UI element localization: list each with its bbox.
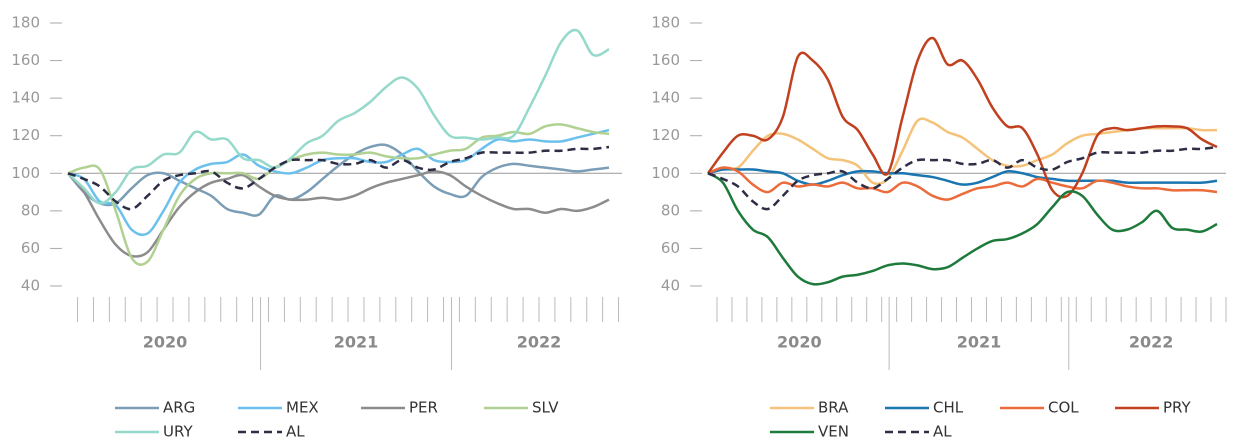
legend-label: URY (163, 423, 193, 441)
y-tick-label: 60 (661, 239, 680, 257)
y-tick-label: 100 (651, 164, 680, 182)
y-tick-label: 180 (11, 14, 40, 32)
legend-label: VEN (818, 423, 849, 441)
legend-label: AL (286, 423, 305, 441)
series-line (67, 28, 610, 205)
series-line (67, 123, 610, 266)
y-tick-label: 180 (651, 14, 680, 32)
legend-label: PRY (1163, 399, 1192, 417)
year-label: 2020 (777, 333, 822, 352)
y-tick-label: 40 (661, 277, 680, 295)
legend-label: SLV (532, 399, 559, 417)
series-line (707, 168, 1218, 186)
y-tick-label: 120 (651, 126, 680, 144)
year-label: 2022 (1129, 333, 1174, 352)
year-label: 2021 (334, 333, 379, 352)
y-tick-label: 160 (11, 51, 40, 69)
legend-label: BRA (818, 399, 849, 417)
y-tick-label: 160 (651, 51, 680, 69)
y-tick-label: 100 (11, 164, 40, 182)
y-tick-label: 120 (11, 126, 40, 144)
legend-label: PER (409, 399, 438, 417)
series-line (706, 36, 1218, 199)
year-label: 2022 (517, 333, 562, 352)
legend-label: CHL (933, 399, 964, 417)
legend-label: AL (933, 423, 952, 441)
year-label: 2020 (143, 333, 188, 352)
series-line (707, 145, 1218, 211)
y-tick-label: 140 (651, 89, 680, 107)
y-tick-label: 40 (21, 277, 40, 295)
y-tick-label: 60 (21, 239, 40, 257)
legend-label: COL (1048, 399, 1079, 417)
y-tick-label: 80 (661, 201, 680, 219)
y-tick-label: 140 (11, 89, 40, 107)
series-line (67, 170, 610, 258)
legend-label: ARG (163, 399, 195, 417)
series-line (67, 128, 610, 237)
y-tick-label: 80 (21, 201, 40, 219)
legend-label: MEX (286, 399, 319, 417)
series-line (67, 143, 610, 217)
year-label: 2021 (957, 333, 1002, 352)
series-line (67, 145, 610, 211)
series-line (707, 172, 1218, 286)
